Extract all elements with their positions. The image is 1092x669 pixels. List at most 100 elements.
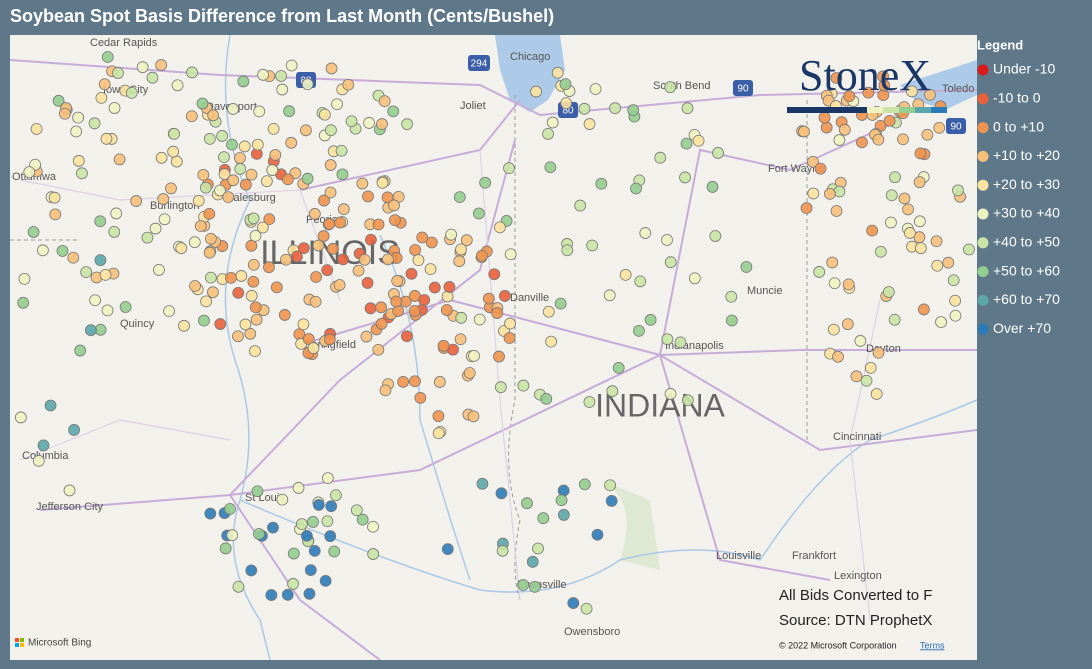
- bid-dot: [842, 278, 855, 291]
- bid-dot: [455, 311, 468, 324]
- bid-dot: [578, 478, 591, 491]
- bid-dot: [247, 275, 260, 288]
- bid-dot: [883, 114, 896, 127]
- legend: Under -10 -10 to 0 0 to +10 +10 to +20 +20 t…: [977, 61, 1060, 336]
- legend-swatch: [977, 179, 989, 191]
- bid-dot: [503, 162, 515, 175]
- bid-dot: [557, 509, 570, 521]
- bid-dot: [269, 149, 282, 161]
- bid-dot: [297, 242, 310, 254]
- bid-dot: [59, 107, 71, 120]
- logo-bar-segment: [931, 107, 947, 113]
- bid-dot: [72, 155, 85, 167]
- bid-dot: [463, 367, 476, 379]
- bid-dot: [249, 345, 261, 357]
- bid-dot: [232, 580, 245, 593]
- bid-dot: [545, 335, 558, 348]
- bid-dot: [141, 231, 154, 244]
- bid-dot: [287, 578, 299, 590]
- bid-dot: [325, 62, 338, 75]
- bid-dot: [291, 250, 303, 263]
- bid-dot: [307, 516, 319, 528]
- bid-dot: [603, 289, 616, 302]
- bid-dot: [203, 207, 216, 220]
- bid-dot: [453, 255, 466, 268]
- lake-michigan: [495, 35, 565, 112]
- legend-label: +10 to +20: [993, 147, 1060, 163]
- bid-dot: [476, 477, 489, 490]
- bid-dot: [467, 410, 480, 423]
- lake-erie: [900, 60, 977, 110]
- bid-dot: [226, 529, 239, 542]
- bid-dot: [364, 233, 377, 246]
- bid-dot: [872, 346, 885, 359]
- bid-dot: [440, 304, 453, 316]
- bid-dot: [820, 121, 833, 134]
- bid-dot: [113, 153, 126, 166]
- highway-label: 294: [471, 59, 488, 70]
- bid-dot: [299, 124, 312, 137]
- bid-dot: [712, 147, 724, 159]
- highway-shield: 294: [468, 55, 490, 71]
- bid-dot: [504, 248, 517, 261]
- bid-dot: [473, 313, 486, 326]
- bid-dot: [364, 302, 377, 315]
- bid-dot: [517, 379, 530, 392]
- bid-dot: [559, 78, 572, 91]
- city-label: Galesburg: [225, 192, 276, 204]
- legend-label: +20 to +30: [993, 176, 1060, 192]
- bid-dot: [455, 243, 467, 256]
- bid-dot: [488, 268, 501, 281]
- bid-dot: [303, 587, 316, 600]
- bid-dot: [433, 376, 446, 388]
- bid-dot: [644, 313, 657, 326]
- bid-dot: [798, 125, 810, 138]
- bid-dot: [412, 254, 425, 267]
- bid-dot: [219, 542, 232, 555]
- bid-dot: [391, 275, 404, 287]
- bid-dot: [203, 132, 216, 145]
- bid-dot: [931, 259, 944, 272]
- bid-dot: [441, 290, 454, 303]
- bid-dot: [18, 272, 31, 285]
- bid-dot: [401, 330, 413, 343]
- bid-dot: [245, 239, 258, 252]
- bid-dot: [493, 350, 505, 363]
- logo-bar-segment: [867, 107, 883, 113]
- logo-bar: [787, 107, 947, 113]
- legend-label: +60 to +70: [993, 291, 1060, 307]
- city-label: Danville: [510, 292, 549, 304]
- highway-label: 80: [562, 106, 574, 117]
- bid-dot: [207, 109, 220, 122]
- bid-dot: [275, 70, 288, 82]
- bid-dot: [360, 330, 373, 343]
- bid-dot: [67, 251, 80, 264]
- bid-dot: [204, 507, 217, 520]
- bid-dot: [376, 176, 389, 189]
- bid-dot: [609, 102, 621, 115]
- bid-dot: [98, 78, 111, 91]
- bid-dot: [460, 234, 473, 247]
- bid-dot: [544, 161, 557, 174]
- terms-link[interactable]: Terms: [920, 640, 945, 650]
- bid-dot: [889, 171, 901, 184]
- bid-dot: [37, 244, 49, 257]
- bid-dot: [947, 274, 960, 287]
- bid-dot: [416, 231, 429, 244]
- city-label: Cedar Rapids: [90, 37, 158, 49]
- highway-label: 90: [950, 122, 962, 133]
- bid-dot: [542, 305, 555, 318]
- road: [479, 149, 521, 601]
- bid-dot: [814, 162, 827, 175]
- bid-dot: [443, 281, 456, 293]
- bid-dot: [342, 78, 355, 91]
- bid-dot: [904, 227, 916, 239]
- bid-dot: [526, 555, 539, 568]
- bid-dot: [308, 208, 321, 220]
- state-border: [508, 95, 521, 601]
- city-label: Louisville: [716, 550, 761, 562]
- road: [10, 59, 977, 117]
- bid-dot: [325, 124, 337, 137]
- bid-dot: [232, 330, 244, 343]
- highway-label: 90: [737, 84, 749, 95]
